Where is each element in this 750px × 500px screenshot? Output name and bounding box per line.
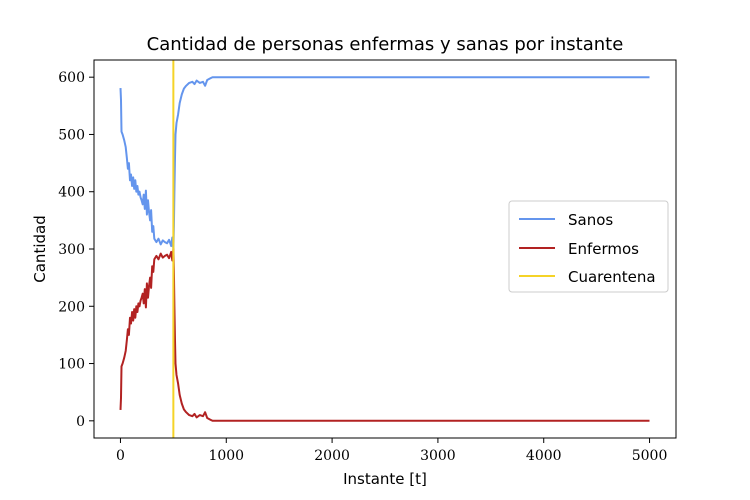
x-tick-label: 0 bbox=[116, 448, 125, 464]
y-tick-label: 200 bbox=[58, 299, 85, 315]
x-tick-label: 1000 bbox=[208, 448, 244, 464]
x-tick-label: 4000 bbox=[526, 448, 562, 464]
x-tick-label: 5000 bbox=[632, 448, 668, 464]
y-axis-label: Cantidad bbox=[31, 215, 49, 282]
series-line-enfermos bbox=[119, 248, 650, 422]
y-tick-label: 600 bbox=[58, 70, 85, 86]
y-tick-label: 100 bbox=[58, 357, 85, 373]
x-axis-label: Instante [t] bbox=[343, 470, 427, 488]
plot-area bbox=[119, 60, 650, 438]
x-tick-label: 3000 bbox=[420, 448, 456, 464]
y-tick-label: 400 bbox=[58, 185, 85, 201]
y-tick-label: 0 bbox=[76, 414, 85, 430]
legend-label-sanos: Sanos bbox=[568, 211, 613, 229]
legend: Sanos Enfermos Cuarentena bbox=[508, 200, 669, 293]
legend-label-enfermos: Enfermos bbox=[568, 240, 639, 258]
x-axis-ticks: 0 1000 2000 3000 4000 5000 bbox=[116, 438, 667, 464]
y-tick-label: 300 bbox=[58, 242, 85, 258]
chart-title: Cantidad de personas enfermas y sanas po… bbox=[147, 34, 624, 55]
y-axis-ticks: 0 100 200 300 400 500 600 bbox=[58, 70, 94, 430]
legend-label-cuarentena: Cuarentena bbox=[568, 268, 656, 286]
y-tick-label: 500 bbox=[58, 127, 85, 143]
x-tick-label: 2000 bbox=[314, 448, 350, 464]
legend-box bbox=[508, 200, 669, 293]
series-line-sanos bbox=[119, 76, 650, 250]
